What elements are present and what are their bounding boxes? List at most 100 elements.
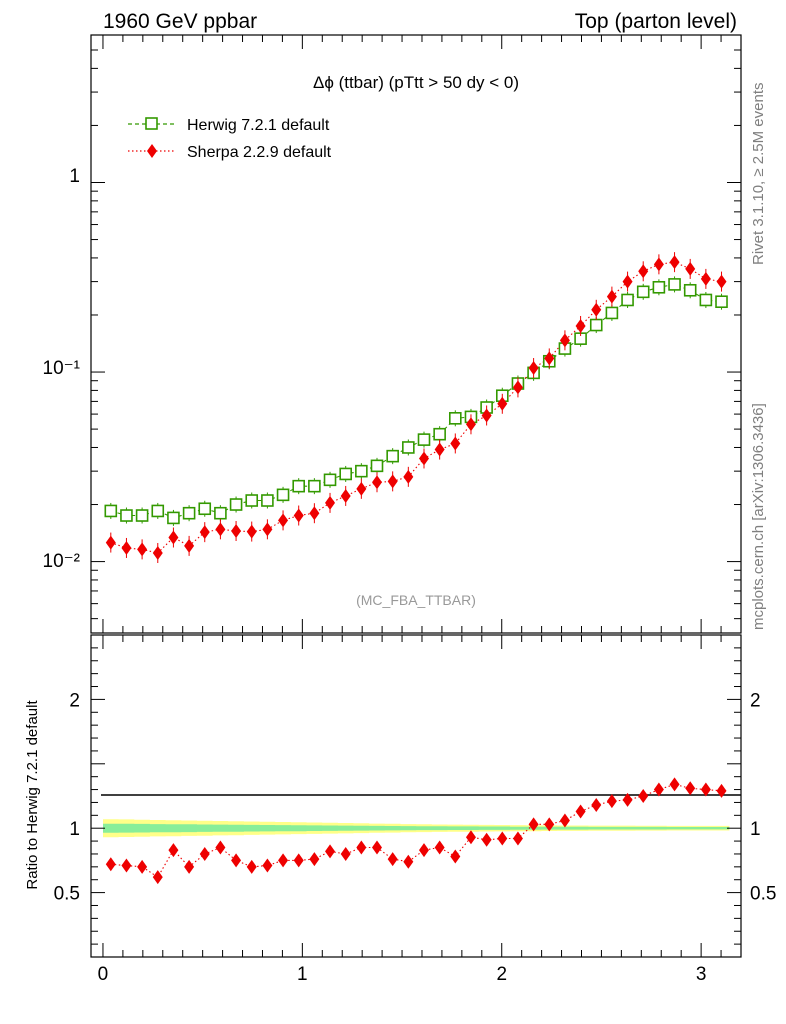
- ratio-sherpa-marker: [137, 859, 148, 874]
- ratio-ytick-label-left: 0.5: [54, 884, 80, 905]
- ratio-sherpa-marker: [591, 798, 602, 813]
- sherpa-marker: [356, 481, 367, 496]
- sherpa-marker: [544, 351, 555, 366]
- legend-sherpa-marker: [147, 144, 157, 158]
- herwig-marker: [323, 473, 337, 487]
- ratio-sherpa-marker: [340, 846, 351, 861]
- herwig-marker: [198, 502, 212, 516]
- sherpa-marker: [669, 255, 680, 270]
- ratio-ytick-label-right: 2: [750, 690, 761, 711]
- main-ytick-label-1: 1: [69, 166, 80, 187]
- herwig-marker: [636, 285, 650, 299]
- ratio-sherpa-marker: [199, 846, 210, 861]
- herwig-marker: [355, 464, 368, 478]
- herwig-marker: [370, 459, 384, 473]
- ratio-ytick-label-right: 1: [750, 819, 761, 840]
- ratio-sherpa-marker: [669, 777, 680, 792]
- ratio-sherpa-marker: [622, 792, 633, 807]
- header-right: Top (parton level): [575, 10, 737, 33]
- herwig-marker: [668, 278, 681, 291]
- ratio-sherpa-marker: [450, 849, 461, 864]
- sherpa-marker: [184, 538, 195, 553]
- sherpa-marker: [152, 545, 163, 560]
- header-left: 1960 GeV ppbar: [103, 10, 257, 33]
- sherpa-marker: [168, 530, 179, 545]
- herwig-marker: [292, 479, 306, 493]
- ratio-uncertainty-bands: [103, 819, 730, 838]
- xtick-label: 2: [496, 964, 507, 985]
- sherpa-marker: [199, 525, 210, 540]
- herwig-marker: [167, 511, 180, 525]
- sherpa-line: [110, 261, 722, 554]
- herwig-marker: [245, 494, 259, 507]
- main-ytick-label-0.1: 10⁻¹: [43, 358, 81, 379]
- ratio-sherpa-marker: [685, 781, 696, 796]
- ratio-sherpa-marker: [309, 852, 320, 867]
- sherpa-marker: [293, 508, 304, 523]
- sherpa-marker: [137, 542, 148, 557]
- ratio-sherpa-marker: [168, 843, 179, 858]
- sherpa-marker: [559, 333, 570, 348]
- ratio-plot-frame: [90, 634, 742, 958]
- sherpa-marker: [465, 417, 476, 432]
- sherpa-marker: [638, 264, 649, 279]
- ratio-sherpa-marker: [105, 857, 116, 872]
- herwig-line: [110, 283, 722, 519]
- ratio-ytick-label-right: 0.5: [750, 884, 776, 905]
- ratio-sherpa-marker: [512, 831, 523, 846]
- sherpa-marker: [497, 396, 508, 411]
- ratio-sherpa-marker: [606, 794, 617, 809]
- ratio-sherpa-marker: [184, 859, 195, 874]
- ratio-sherpa-marker: [544, 817, 555, 832]
- ratio-sherpa-marker: [372, 840, 382, 855]
- analysis-watermark: (MC_FBA_TTBAR): [356, 592, 476, 608]
- sherpa-marker: [387, 474, 398, 489]
- herwig-marker: [261, 494, 274, 507]
- herwig-marker: [182, 506, 196, 520]
- main-series-layer: [104, 252, 728, 563]
- xtick-label: 1: [297, 964, 308, 985]
- sherpa-marker: [246, 524, 257, 539]
- ratio-sherpa-line: [110, 783, 722, 878]
- herwig-marker: [448, 412, 462, 425]
- xtick-label: 3: [696, 964, 707, 985]
- sherpa-marker: [700, 271, 711, 286]
- ratio-sherpa-marker: [700, 782, 711, 797]
- ratio-sherpa-marker: [559, 813, 570, 828]
- herwig-marker: [683, 283, 697, 297]
- ratio-sherpa-marker: [638, 789, 649, 803]
- ratio-sherpa-marker: [716, 783, 727, 798]
- ratio-sherpa-marker: [465, 830, 476, 845]
- rivet-label: Rivet 3.1.10, ≥ 2.5M events: [750, 83, 767, 266]
- herwig-marker: [308, 479, 321, 493]
- sherpa-marker: [231, 524, 242, 539]
- chart-title: Δϕ (ttbar) (pTtt > 50 dy < 0): [313, 73, 519, 92]
- legend-herwig-label: Herwig 7.2.1 default: [187, 117, 330, 134]
- ratio-sherpa-marker: [278, 853, 289, 868]
- sherpa-marker: [716, 274, 727, 289]
- herwig-marker: [433, 427, 446, 441]
- ratio-sherpa-marker: [481, 832, 492, 847]
- xtick-label: 0: [98, 964, 109, 985]
- ratio-band-green: [103, 823, 730, 833]
- ratio-sherpa-marker: [293, 853, 304, 868]
- sherpa-marker: [325, 495, 336, 510]
- sherpa-marker: [418, 451, 429, 466]
- sherpa-marker: [403, 469, 414, 484]
- sherpa-marker: [481, 408, 492, 423]
- ratio-sherpa-marker: [528, 817, 539, 832]
- sherpa-marker: [512, 380, 523, 395]
- sherpa-marker: [278, 513, 289, 528]
- herwig-marker: [339, 467, 352, 481]
- herwig-marker: [652, 280, 666, 294]
- ratio-sherpa-marker: [403, 854, 414, 869]
- herwig-marker: [589, 318, 603, 332]
- herwig-marker: [417, 433, 431, 446]
- sherpa-marker: [450, 436, 461, 451]
- main-plot-frame: [90, 34, 742, 634]
- herwig-marker: [276, 488, 290, 502]
- sherpa-marker: [653, 257, 664, 272]
- ratio-sherpa-marker: [215, 840, 226, 855]
- legend: Herwig 7.2.1 default Sherpa 2.2.9 defaul…: [128, 117, 332, 161]
- ratio-axis-ticks: [91, 635, 741, 957]
